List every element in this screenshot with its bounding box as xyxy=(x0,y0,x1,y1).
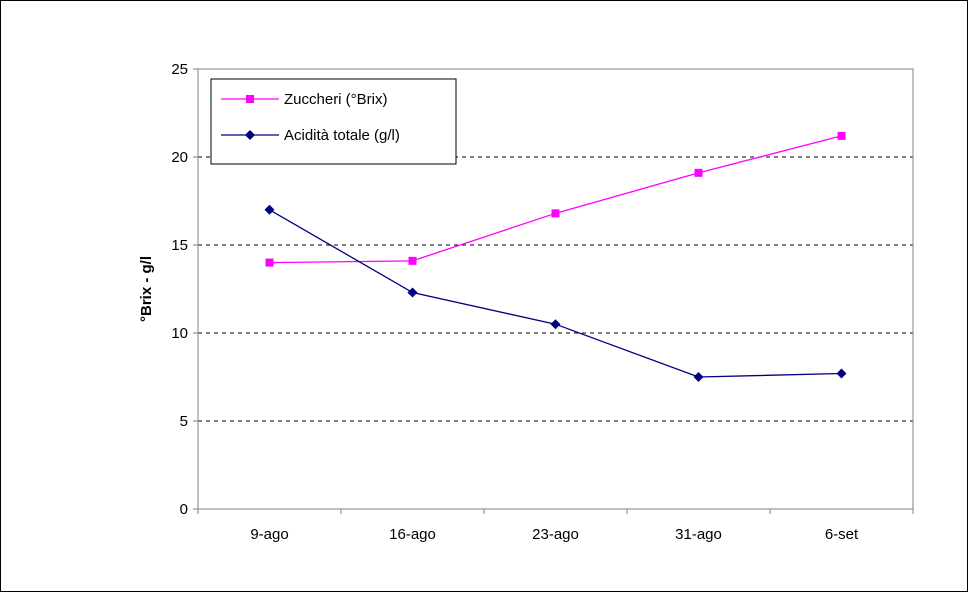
data-point xyxy=(264,204,275,215)
data-point xyxy=(693,372,704,382)
data-point xyxy=(408,256,417,265)
y-tick-label: 25 xyxy=(171,61,188,78)
data-point xyxy=(265,258,274,267)
series-group xyxy=(264,131,847,382)
legend-label: Acidità totale (g/l) xyxy=(284,127,400,144)
x-axis: 9-ago 16-ago 23-ago 31-ago 6-set xyxy=(197,509,914,543)
gridlines xyxy=(198,156,913,422)
x-tick-label: 9-ago xyxy=(250,526,288,543)
data-point xyxy=(407,287,418,298)
x-tick-label: 6-set xyxy=(825,526,859,543)
legend-marker xyxy=(246,95,254,103)
legend-box xyxy=(210,78,457,165)
x-tick-label: 16-ago xyxy=(389,526,436,543)
y-tick-label: 10 xyxy=(171,325,188,342)
data-point xyxy=(694,168,703,177)
legend: Zuccheri (°Brix) Acidità totale (g/l) xyxy=(210,78,457,165)
data-point xyxy=(551,209,560,218)
y-tick-label: 5 xyxy=(180,413,188,430)
legend-label: Zuccheri (°Brix) xyxy=(284,91,388,108)
y-axis-label: °Brix - g/l xyxy=(138,256,155,322)
series-line xyxy=(269,209,842,378)
legend-entry: Zuccheri (°Brix) xyxy=(221,91,388,108)
y-tick-label: 0 xyxy=(180,501,188,518)
data-point xyxy=(837,131,846,140)
y-tick-label: 15 xyxy=(171,237,188,254)
data-point xyxy=(550,319,561,330)
series-2 xyxy=(264,204,847,382)
y-axis: 0 5 10 15 20 25 xyxy=(171,61,198,518)
x-tick-label: 23-ago xyxy=(532,526,579,543)
data-point xyxy=(836,368,847,379)
series-1 xyxy=(265,131,846,267)
plot-area xyxy=(197,68,914,510)
x-tick-label: 31-ago xyxy=(675,526,722,543)
legend-entry: Acidità totale (g/l) xyxy=(221,127,400,144)
y-tick-label: 20 xyxy=(171,149,188,166)
legend-marker xyxy=(245,130,255,140)
